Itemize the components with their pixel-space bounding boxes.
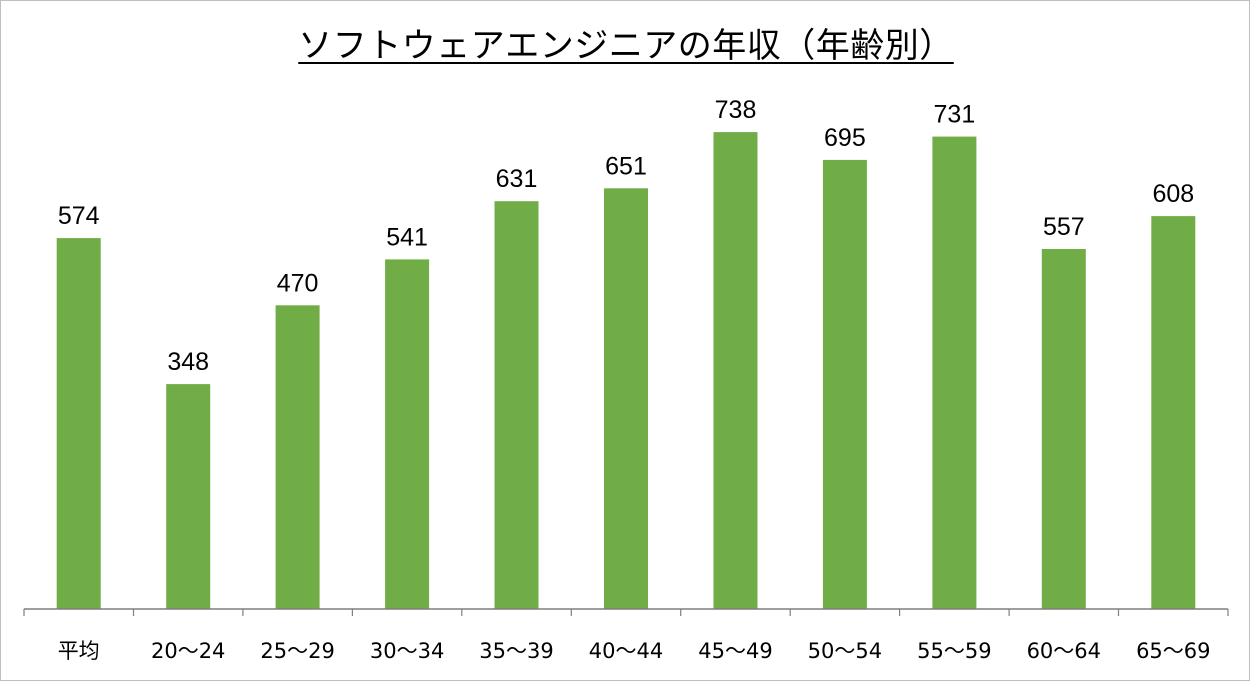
value-labels-group: 574 348 470 541 631 651 738 695 731 557 608	[58, 96, 1194, 376]
bar-2	[275, 305, 320, 609]
bar-4	[494, 201, 539, 609]
value-label-9: 557	[1043, 213, 1085, 241]
bar-1	[166, 384, 211, 609]
bar-10	[1151, 216, 1196, 609]
x-tick-label-9: 60〜64	[1027, 639, 1101, 663]
x-tick-label-4: 35〜39	[479, 639, 553, 663]
chart-title: ソフトウェアエンジニアの年収（年齢別）	[298, 26, 954, 66]
bar-5	[604, 188, 648, 610]
value-label-2: 470	[277, 269, 319, 297]
x-tick-label-1: 20〜24	[151, 639, 225, 663]
bars-group	[56, 132, 1196, 610]
x-tick-labels: 平均 20〜24 25〜29 30〜34 35〜39 40〜44 45〜49 50〜54 55〜…	[58, 639, 1211, 663]
x-tick-label-0: 平均	[58, 639, 100, 663]
value-label-0: 574	[58, 202, 100, 230]
bar-3	[385, 259, 430, 609]
value-label-3: 541	[386, 223, 428, 251]
bar-7	[822, 159, 867, 609]
x-tick-label-6: 45〜49	[698, 639, 772, 663]
value-label-4: 631	[496, 165, 538, 193]
bar-8	[932, 136, 977, 609]
value-label-1: 348	[167, 348, 209, 376]
x-tick-label-5: 40〜44	[589, 639, 663, 663]
x-tick-label-8: 55〜59	[917, 639, 991, 663]
bar-6	[713, 132, 758, 609]
value-label-8: 731	[934, 101, 976, 129]
x-tick-label-7: 50〜54	[808, 639, 882, 663]
bar-9	[1041, 249, 1086, 609]
value-label-10: 608	[1152, 180, 1194, 208]
x-tick-label-3: 30〜34	[370, 639, 444, 663]
bar-0	[56, 238, 101, 609]
value-label-7: 695	[824, 124, 866, 152]
value-label-5: 651	[605, 152, 647, 180]
value-label-6: 738	[715, 96, 757, 124]
x-axis	[23, 608, 1229, 616]
x-tick-label-10: 65〜69	[1136, 639, 1210, 663]
x-tick-label-2: 25〜29	[260, 639, 334, 663]
